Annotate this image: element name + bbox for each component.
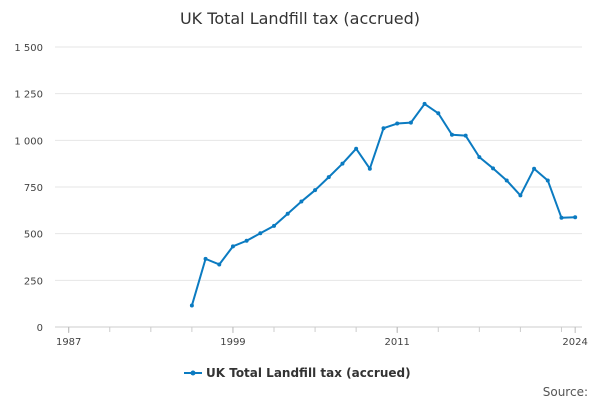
y-tick-label: 250 bbox=[24, 276, 43, 287]
data-point[interactable] bbox=[203, 256, 208, 261]
data-point[interactable] bbox=[244, 238, 249, 243]
data-point[interactable] bbox=[518, 193, 523, 198]
data-point[interactable] bbox=[463, 133, 468, 138]
x-tick-label: 2011 bbox=[384, 337, 409, 348]
data-point[interactable] bbox=[532, 166, 537, 171]
data-point[interactable] bbox=[230, 244, 235, 249]
data-point[interactable] bbox=[449, 132, 454, 137]
data-point[interactable] bbox=[422, 101, 427, 106]
data-point[interactable] bbox=[381, 126, 386, 131]
axes: 0 250 500 750 1 000 1 250 1 500 1987 1999 2011 202… bbox=[14, 43, 588, 348]
chart-title: UK Total Landfill tax (accrued) bbox=[180, 9, 420, 28]
data-point[interactable] bbox=[367, 166, 372, 171]
data-point[interactable] bbox=[408, 120, 413, 125]
series-layer bbox=[189, 101, 578, 308]
legend[interactable]: UK Total Landfill tax (accrued) bbox=[184, 366, 411, 380]
x-tick-label: 1987 bbox=[56, 337, 81, 348]
data-point[interactable] bbox=[559, 215, 564, 220]
y-tick-label: 750 bbox=[24, 183, 43, 194]
data-point[interactable] bbox=[285, 211, 290, 216]
data-point[interactable] bbox=[313, 188, 318, 193]
data-point[interactable] bbox=[272, 223, 277, 228]
data-point[interactable] bbox=[491, 166, 496, 171]
data-point[interactable] bbox=[545, 178, 550, 183]
data-point[interactable] bbox=[299, 199, 304, 204]
x-tick-label: 1999 bbox=[220, 337, 245, 348]
legend-dot-icon bbox=[190, 370, 196, 376]
source-label: Source: bbox=[543, 385, 588, 399]
data-point[interactable] bbox=[573, 215, 578, 220]
series-line bbox=[190, 102, 577, 307]
data-point[interactable] bbox=[354, 146, 359, 151]
data-point[interactable] bbox=[258, 231, 263, 236]
y-tick-label: 1 250 bbox=[14, 90, 43, 101]
data-point[interactable] bbox=[477, 155, 482, 160]
data-point[interactable] bbox=[395, 121, 400, 126]
data-point[interactable] bbox=[326, 175, 331, 180]
data-point[interactable] bbox=[340, 161, 345, 166]
y-tick-label: 500 bbox=[24, 230, 43, 241]
data-point[interactable] bbox=[436, 111, 441, 116]
x-tick-label: 2024 bbox=[562, 337, 587, 348]
y-tick-label: 1 500 bbox=[14, 43, 43, 54]
y-tick-label: 0 bbox=[37, 323, 43, 334]
data-point[interactable] bbox=[504, 178, 509, 183]
y-tick-label: 1 000 bbox=[14, 136, 43, 147]
gridlines bbox=[55, 46, 582, 281]
data-point[interactable] bbox=[217, 262, 222, 267]
legend-label: UK Total Landfill tax (accrued) bbox=[206, 366, 411, 380]
data-point[interactable] bbox=[189, 303, 194, 308]
